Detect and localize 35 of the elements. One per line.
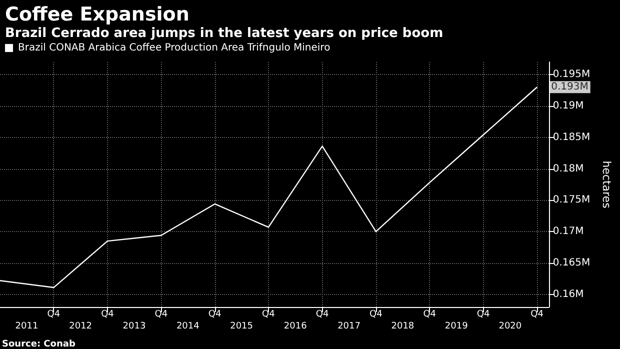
annotation: 0.193M xyxy=(551,82,588,93)
x2-tick-label: 2014 xyxy=(176,322,200,332)
x-tick-label: Q4 xyxy=(530,310,544,320)
x-tick-label: Q4 xyxy=(476,310,490,320)
x-tick-label: Q4 xyxy=(316,310,329,320)
y-axis-title: hectares xyxy=(600,160,613,209)
x-tick-label: Q4 xyxy=(208,310,222,320)
x-tick-label: Q4 xyxy=(262,310,276,320)
line-series xyxy=(0,86,538,288)
x-tick-label: Q4 xyxy=(423,310,436,320)
x2-tick-label: 2015 xyxy=(230,322,254,332)
x2-tick-label: 2019 xyxy=(444,322,468,332)
x-tick-label: Q4 xyxy=(101,310,114,320)
source-note: Source: Conab xyxy=(2,340,76,349)
x2-tick-label: 2013 xyxy=(122,322,146,332)
y-tick-label: 0.165M xyxy=(552,258,590,269)
legend-label: Brazil CONAB Arabica Coffee Production Area Trifngulo Mineiro xyxy=(18,42,330,54)
x2-tick-label: 2018 xyxy=(391,322,414,332)
y-tick-label: 0.175M xyxy=(552,194,590,206)
x-tick-label: Q4 xyxy=(47,310,60,320)
x2-tick-label: 2011 xyxy=(15,322,38,332)
x2-tick-label: 2012 xyxy=(69,322,92,332)
x2-tick-label: 2017 xyxy=(338,322,360,332)
y-tick-label: 0.19M xyxy=(552,100,584,112)
x-tick-label: Q4 xyxy=(154,310,168,320)
y-tick-label: 0.16M xyxy=(552,288,584,300)
chart-subtitle: Brazil Cerrado area jumps in the latest years on price boom xyxy=(5,26,444,41)
x2-tick-label: 2020 xyxy=(498,322,522,332)
x2-tick-label: 2016 xyxy=(284,322,308,332)
chart-title: Coffee Expansion xyxy=(5,4,190,26)
y-tick-label: 0.195M xyxy=(552,69,590,80)
y-tick-label: 0.17M xyxy=(552,226,584,238)
x-tick-label: Q4 xyxy=(370,310,383,320)
y-tick-label: 0.185M xyxy=(552,132,590,143)
y-tick-label: 0.18M xyxy=(552,163,584,174)
